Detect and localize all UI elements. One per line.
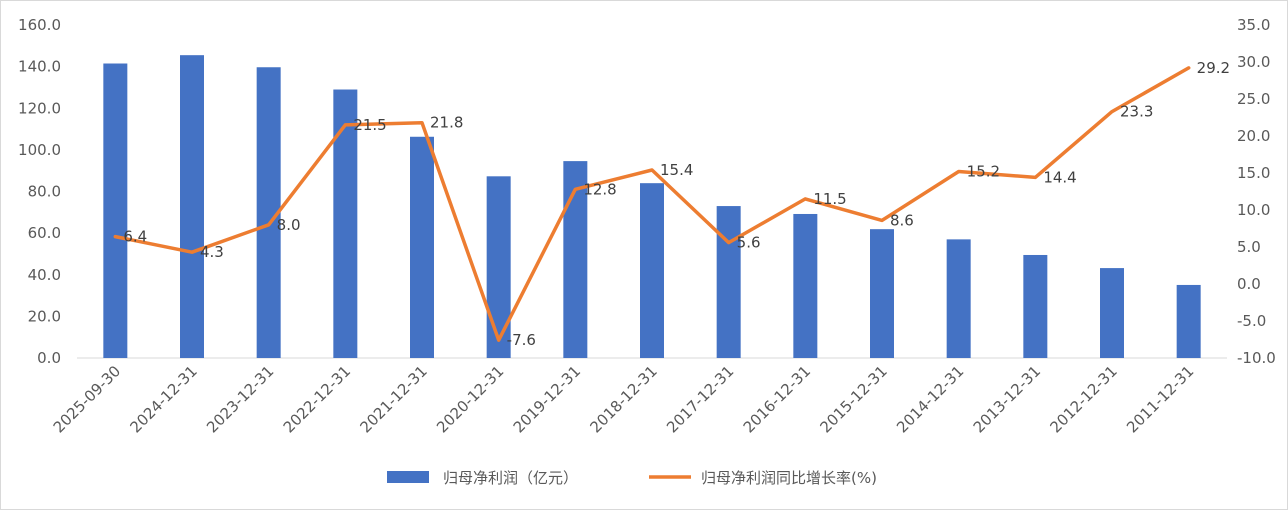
bar xyxy=(410,136,434,358)
bar xyxy=(870,229,894,358)
bar xyxy=(716,206,741,358)
bar xyxy=(1176,284,1201,358)
y-left-tick-label: 60.0 xyxy=(28,224,61,242)
line-data-label: 21.8 xyxy=(430,114,463,132)
y-right-tick-label: 10.0 xyxy=(1237,201,1270,219)
x-tick-label: 2020-12-31 xyxy=(433,362,507,436)
y-right-tick-label: 20.0 xyxy=(1237,127,1270,145)
y-right-tick-label: 5.0 xyxy=(1237,238,1261,256)
x-tick-label: 2022-12-31 xyxy=(280,362,354,436)
bar xyxy=(563,161,588,358)
line-data-label: 21.5 xyxy=(353,116,386,134)
x-tick-label: 2014-12-31 xyxy=(893,362,967,436)
x-tick-label: 2019-12-31 xyxy=(510,362,584,436)
y-left-tick-label: 160.0 xyxy=(18,16,61,34)
bar xyxy=(946,239,971,358)
line-data-label: 11.5 xyxy=(813,190,846,208)
y-left-tick-label: 0.0 xyxy=(37,349,61,367)
x-tick-label: 2013-12-31 xyxy=(970,362,1044,436)
bar xyxy=(180,55,204,358)
line-data-label: 15.4 xyxy=(660,161,693,179)
x-tick-label: 2021-12-31 xyxy=(356,362,430,436)
y-right-tick-label: 35.0 xyxy=(1237,16,1270,34)
line-data-label: 5.6 xyxy=(737,234,761,252)
line-data-label: 14.4 xyxy=(1043,168,1076,186)
y-right-tick-label: -5.0 xyxy=(1237,312,1266,330)
line-data-label: 12.8 xyxy=(583,180,616,198)
bar xyxy=(1100,268,1124,358)
line-data-label: 6.4 xyxy=(123,228,147,246)
line-data-label: 4.3 xyxy=(200,243,224,261)
bar xyxy=(640,183,664,358)
line-data-label: 8.0 xyxy=(277,216,301,234)
bar xyxy=(793,213,818,358)
line-data-label: 8.6 xyxy=(890,211,914,229)
y-right-tick-label: -10.0 xyxy=(1237,349,1276,367)
line-data-label: -7.6 xyxy=(507,331,536,349)
legend-bar-swatch xyxy=(387,471,429,483)
x-tick-label: 2023-12-31 xyxy=(203,362,277,436)
x-tick-label: 2016-12-31 xyxy=(740,362,814,436)
x-tick-label: 2024-12-31 xyxy=(126,362,200,436)
growth-line xyxy=(113,66,1191,342)
legend-bar-label: 归母净利润（亿元） xyxy=(443,469,578,487)
x-tick-label: 2018-12-31 xyxy=(586,362,660,436)
y-right-tick-label: 15.0 xyxy=(1237,164,1270,182)
legend-line-label: 归母净利润同比增长率(%) xyxy=(701,469,877,487)
x-tick-label: 2015-12-31 xyxy=(816,362,890,436)
y-right-tick-label: 0.0 xyxy=(1237,275,1261,293)
x-tick-label: 2011-12-31 xyxy=(1123,362,1197,436)
x-tick-label: 2025-09-30 xyxy=(50,362,124,436)
y-left-tick-label: 140.0 xyxy=(18,58,61,76)
y-left-tick-label: 80.0 xyxy=(28,183,61,201)
y-left-tick-label: 100.0 xyxy=(18,141,61,159)
y-left-tick-label: 40.0 xyxy=(28,266,61,284)
y-left-tick-label: 20.0 xyxy=(28,307,61,325)
line-data-label: 23.3 xyxy=(1120,103,1153,121)
bar xyxy=(103,63,128,359)
y-left-tick-label: 120.0 xyxy=(18,99,61,117)
x-tick-label: 2012-12-31 xyxy=(1046,362,1120,436)
y-right-tick-label: 30.0 xyxy=(1237,53,1270,71)
line-data-label: 29.2 xyxy=(1197,59,1230,77)
line-data-label: 15.2 xyxy=(967,163,1000,181)
x-tick-label: 2017-12-31 xyxy=(663,362,737,436)
bar xyxy=(1023,254,1048,358)
y-right-tick-label: 25.0 xyxy=(1237,90,1270,108)
